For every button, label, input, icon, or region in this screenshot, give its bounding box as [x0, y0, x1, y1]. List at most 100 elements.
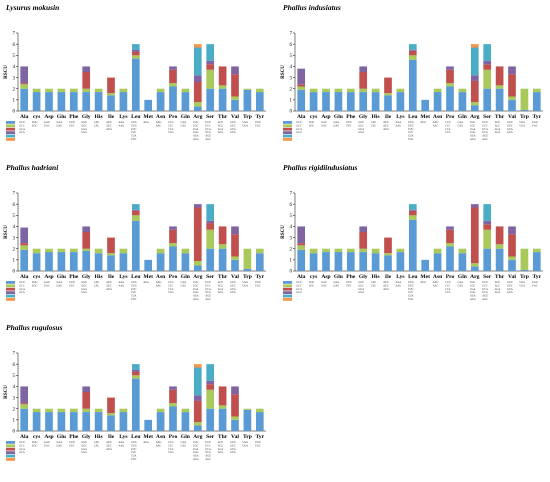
- codon-label: GAU: [321, 121, 327, 124]
- codon-label: AUU: [383, 281, 389, 284]
- codon-label: AUG: [420, 121, 426, 124]
- rscu-chart-1: Phallus indusiatusRSCU01234567AlaGCUGCCG…: [281, 3, 543, 141]
- codon-label: CUA: [408, 135, 414, 138]
- y-tick-label: 4: [290, 225, 293, 230]
- bar-segment-tyr-2: [255, 248, 264, 254]
- bar-segment-gly-3: [82, 72, 91, 89]
- chart-title: Phallus rigidiindusiatus: [283, 163, 357, 172]
- codon-label: AGA: [193, 135, 199, 138]
- bar-segment-pro-1: [446, 246, 454, 271]
- bar-segment-asn-2: [156, 248, 165, 254]
- codon-label: GUC: [230, 444, 236, 447]
- codon-label: UUA: [408, 121, 414, 124]
- bar-segment-ser-4: [483, 220, 492, 225]
- bar-segment-val-3: [508, 74, 516, 97]
- bar-segment-leu-4: [131, 49, 140, 52]
- x-tick-label: Gln: [181, 114, 191, 120]
- bar-segment-val-4: [231, 226, 239, 235]
- bar-segment-gly-2: [359, 88, 368, 93]
- codon-label: GGC: [81, 124, 87, 127]
- bar-segment-arg-2: [470, 102, 479, 106]
- bar-segment-glu-2: [334, 248, 343, 253]
- x-tick-label: Ser: [483, 274, 492, 280]
- x-tick-label: Asn: [433, 114, 443, 120]
- codon-label: AAC: [156, 444, 162, 447]
- bar-segment-ser-1: [483, 248, 492, 271]
- bar-segment-trp-2: [520, 248, 529, 270]
- bar-segment-ser-3: [206, 223, 215, 230]
- codon-label: GAC: [44, 284, 50, 287]
- x-tick-label: Ala: [297, 114, 306, 120]
- codon-label: GUA: [230, 448, 236, 451]
- codon-label: AAC: [433, 284, 439, 287]
- codon-label: AAA: [396, 281, 402, 284]
- codon-label: AAA: [119, 121, 125, 124]
- bar-segment-met-1: [421, 99, 430, 111]
- codon-label: CUC: [131, 131, 137, 134]
- bar-segment-lys-1: [119, 253, 128, 271]
- bar-segment-lys-1: [119, 412, 128, 431]
- bar-segment-ile-3: [107, 237, 115, 254]
- codon-label: GAC: [321, 124, 327, 127]
- codon-label: GGC: [81, 444, 87, 447]
- bar-segment-gly-3: [359, 72, 368, 89]
- bar-segment-gly-2: [359, 248, 368, 253]
- bar-segment-leu-5: [408, 44, 417, 50]
- bar-segment-arg-2: [193, 102, 202, 107]
- codon-label: ACC: [218, 444, 224, 447]
- bar-segment-pro-1: [446, 86, 454, 111]
- codon-label: CGU: [193, 281, 199, 284]
- bar-segment-pro-3: [446, 69, 454, 84]
- codon-label: AUC: [106, 124, 112, 127]
- y-tick-label: 2: [290, 87, 293, 92]
- rscu-panel-phallus-rugulosus: Phallus rugulosus RSCU 0 1 2 3 4 5 6 7 Ala GCU GCC GC…: [0, 320, 270, 472]
- bar-segment-his-1: [94, 412, 103, 431]
- codon-label: CCU: [445, 121, 450, 124]
- codon-label: AGG: [193, 298, 199, 301]
- bar-segment-thr-1: [218, 408, 227, 431]
- codon-label: AGG: [193, 458, 199, 461]
- codon-label: CCC: [168, 284, 173, 287]
- bar-segment-ala-2: [20, 404, 29, 409]
- bar-segment-cys-2: [309, 88, 318, 93]
- bar-segment-arg-3: [193, 400, 202, 423]
- x-tick-label: Gln: [458, 114, 468, 120]
- x-tick-label: Arg: [470, 274, 480, 280]
- codon-label: AUG: [143, 441, 149, 444]
- bar-segment-arg-1: [193, 106, 202, 111]
- codon-label: UAU: [532, 281, 538, 284]
- codon-label: AUG: [143, 281, 149, 284]
- codon-label: UCA: [205, 288, 211, 291]
- bar-segment-phe-2: [69, 88, 78, 93]
- codon-label: CAC: [94, 284, 100, 287]
- bar-segment-gln-1: [181, 92, 190, 111]
- x-tick-label: Phe: [346, 114, 356, 120]
- codon-label: GUU: [230, 441, 236, 444]
- codon-label: AAU: [156, 281, 162, 284]
- codon-label: ACC: [495, 124, 501, 127]
- bar-segment-his-2: [371, 88, 380, 93]
- bar-segment-thr-1: [495, 248, 504, 271]
- codon-position-color-key: [283, 127, 292, 131]
- codon-label: CCG: [168, 291, 173, 294]
- codon-label: UAC: [255, 284, 261, 287]
- bar-segment-his-1: [371, 253, 380, 271]
- bar-segment-ala-2: [20, 84, 29, 89]
- codon-label: CGU: [193, 441, 199, 444]
- codon-label: UCA: [205, 128, 211, 131]
- codon-label: GCU: [296, 121, 302, 124]
- codon-position-color-key: [6, 287, 15, 291]
- codon-label: UAC: [532, 124, 538, 127]
- codon-label: GGC: [358, 124, 364, 127]
- bar-segment-ser-4: [483, 60, 492, 65]
- x-tick-label: Tyr: [255, 114, 264, 120]
- x-tick-label: Met: [143, 114, 153, 120]
- x-tick-label: Gln: [181, 274, 191, 280]
- codon-label: CUA: [131, 455, 137, 458]
- bar-segment-gln-1: [181, 412, 190, 431]
- codon-label: GUG: [230, 131, 236, 134]
- bar-segment-arg-3: [193, 82, 202, 103]
- codon-label: GAG: [334, 124, 340, 127]
- codon-label: CUA: [131, 295, 137, 298]
- codon-label: UCU: [482, 281, 488, 284]
